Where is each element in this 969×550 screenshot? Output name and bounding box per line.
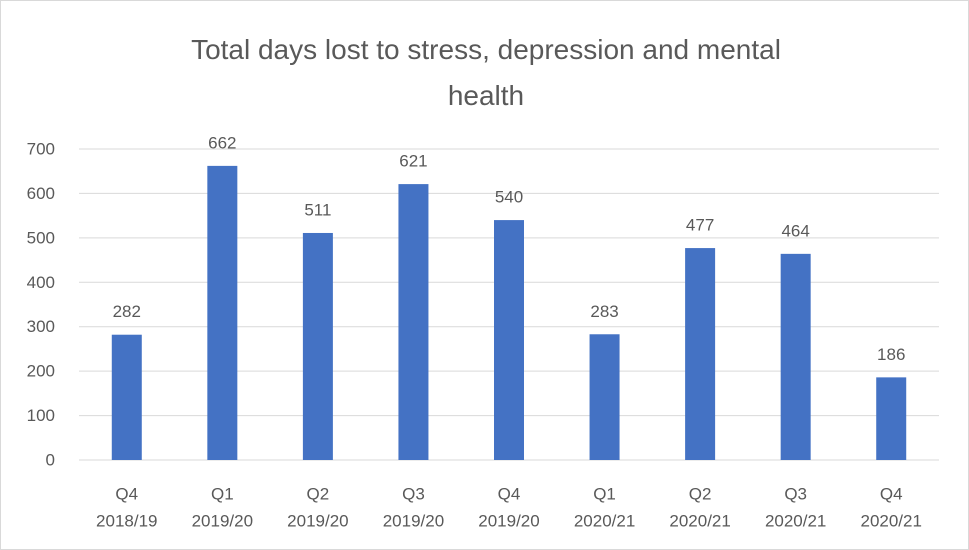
x-tick-label: Q4 xyxy=(115,484,138,503)
x-tick-label: Q4 xyxy=(880,484,903,503)
y-tick-label: 100 xyxy=(27,406,55,425)
x-tick-label: 2019/20 xyxy=(287,511,348,530)
bar xyxy=(494,220,524,460)
y-tick-label: 600 xyxy=(27,184,55,203)
x-tick-label: 2019/20 xyxy=(192,511,253,530)
y-tick-label: 0 xyxy=(46,450,55,469)
data-label: 283 xyxy=(590,302,618,321)
x-tick-label: Q3 xyxy=(784,484,807,503)
data-label: 621 xyxy=(399,152,427,171)
y-tick-label: 200 xyxy=(27,362,55,381)
x-tick-label: 2018/19 xyxy=(96,511,157,530)
y-tick-label: 500 xyxy=(27,228,55,247)
bar xyxy=(207,165,238,460)
y-tick-label: 700 xyxy=(27,139,55,158)
x-tick-label: 2020/21 xyxy=(669,511,730,530)
data-label: 464 xyxy=(781,221,809,240)
x-tick-label: Q2 xyxy=(689,484,712,503)
x-tick-label: Q2 xyxy=(307,484,330,503)
bar xyxy=(111,334,142,460)
x-tick-label: 2019/20 xyxy=(478,511,539,530)
x-tick-label: 2020/21 xyxy=(574,511,635,530)
x-tick-label: Q1 xyxy=(593,484,616,503)
data-label: 477 xyxy=(686,216,714,235)
bar xyxy=(589,334,620,460)
data-label: 511 xyxy=(304,200,331,219)
x-tick-label: Q1 xyxy=(211,484,234,503)
bar xyxy=(876,377,907,460)
bar xyxy=(398,184,429,460)
y-tick-label: 300 xyxy=(27,317,55,336)
data-label: 282 xyxy=(113,302,141,321)
x-tick-label: 2020/21 xyxy=(860,511,921,530)
bar xyxy=(302,232,333,460)
bar xyxy=(780,253,811,460)
data-label: 186 xyxy=(877,345,905,364)
data-label: 662 xyxy=(208,133,236,152)
chart-title: Total days lost to stress, depression an… xyxy=(191,34,781,111)
x-tick-label: Q3 xyxy=(402,484,425,503)
x-tick-label: 2020/21 xyxy=(765,511,826,530)
bar xyxy=(685,248,716,460)
x-tick-label: 2019/20 xyxy=(383,511,444,530)
data-label: 540 xyxy=(495,188,523,207)
y-tick-label: 400 xyxy=(27,273,55,292)
x-tick-label: Q4 xyxy=(498,484,521,503)
